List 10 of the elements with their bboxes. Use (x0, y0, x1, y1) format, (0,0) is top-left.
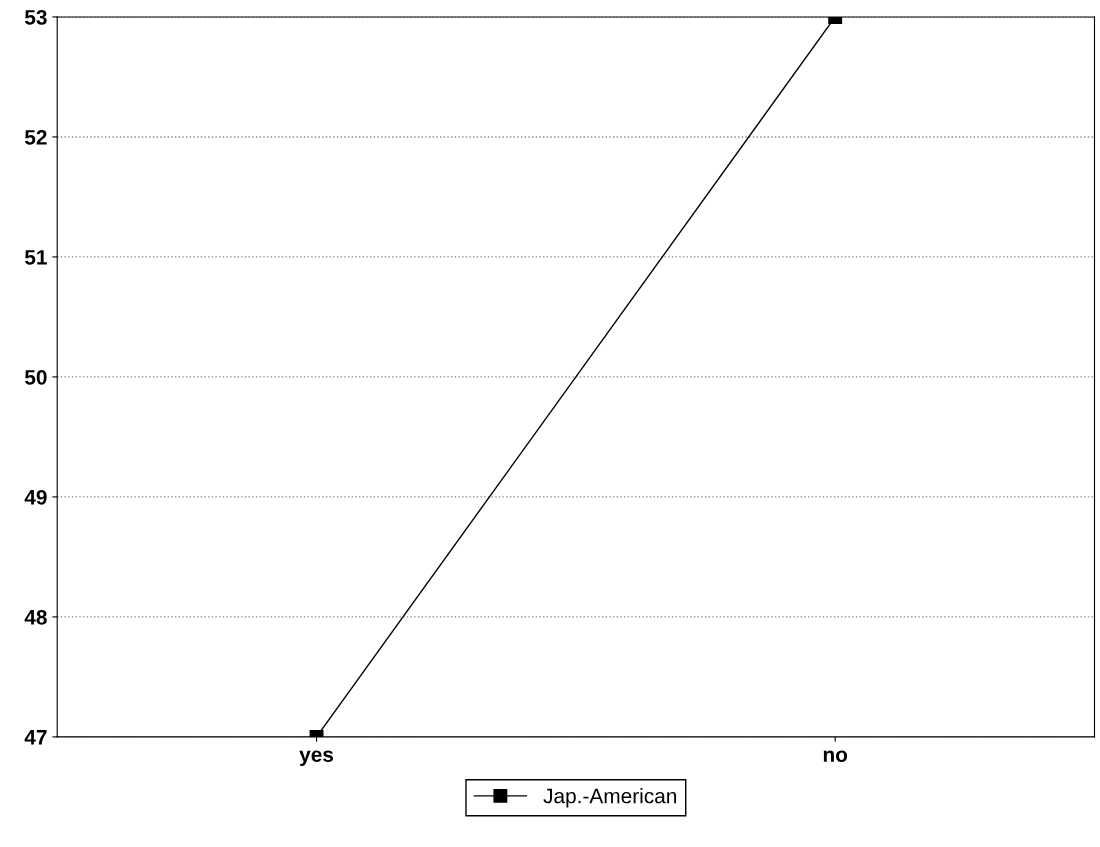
y-tick-label: 48 (24, 609, 47, 625)
y-tick-label: 52 (24, 129, 47, 145)
y-tick-label: 51 (24, 250, 47, 265)
y-tick-label: 50 (24, 369, 47, 385)
x-tick-label: no (823, 750, 848, 762)
legend-label: Jap.-American (543, 788, 677, 808)
x-tick-label: yes (299, 750, 334, 767)
y-tick-label: 47 (24, 730, 47, 745)
y-tick-label: 53 (24, 9, 47, 25)
y-tick-label: 49 (24, 489, 47, 505)
